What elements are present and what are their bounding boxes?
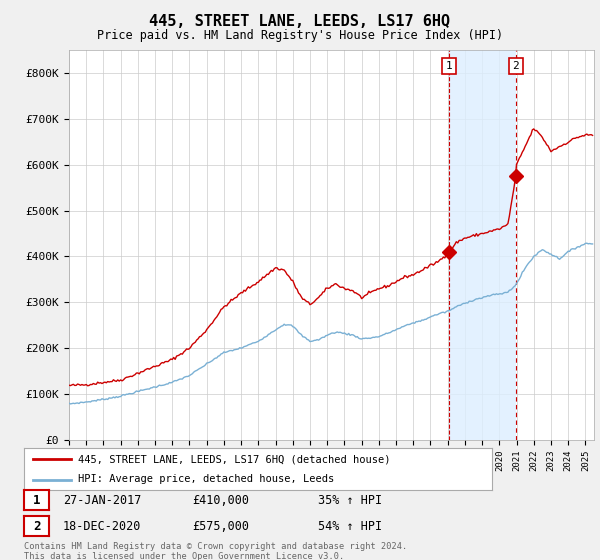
Text: HPI: Average price, detached house, Leeds: HPI: Average price, detached house, Leed… <box>78 474 334 484</box>
Text: Contains HM Land Registry data © Crown copyright and database right 2024.
This d: Contains HM Land Registry data © Crown c… <box>24 542 407 560</box>
Text: 35% ↑ HPI: 35% ↑ HPI <box>318 493 382 507</box>
Text: 1: 1 <box>33 493 40 507</box>
Text: Price paid vs. HM Land Registry's House Price Index (HPI): Price paid vs. HM Land Registry's House … <box>97 29 503 42</box>
Text: 27-JAN-2017: 27-JAN-2017 <box>63 493 142 507</box>
Text: £575,000: £575,000 <box>192 520 249 533</box>
Text: 2: 2 <box>512 61 519 71</box>
Bar <box>449 50 516 440</box>
Text: 445, STREET LANE, LEEDS, LS17 6HQ (detached house): 445, STREET LANE, LEEDS, LS17 6HQ (detac… <box>78 454 391 464</box>
Text: 18-DEC-2020: 18-DEC-2020 <box>63 520 142 533</box>
Text: £410,000: £410,000 <box>192 493 249 507</box>
Text: 445, STREET LANE, LEEDS, LS17 6HQ: 445, STREET LANE, LEEDS, LS17 6HQ <box>149 14 451 29</box>
Text: 54% ↑ HPI: 54% ↑ HPI <box>318 520 382 533</box>
Text: 2: 2 <box>33 520 40 533</box>
Text: 1: 1 <box>446 61 452 71</box>
